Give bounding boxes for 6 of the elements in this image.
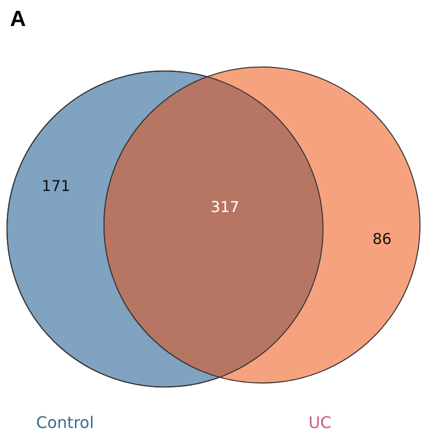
data-label: 171 [42,177,70,195]
category-label: UC [308,413,332,432]
text: 317 [210,198,240,216]
data-label: 86 [372,230,392,248]
text: A [10,6,26,31]
category-label: Control [36,413,94,432]
